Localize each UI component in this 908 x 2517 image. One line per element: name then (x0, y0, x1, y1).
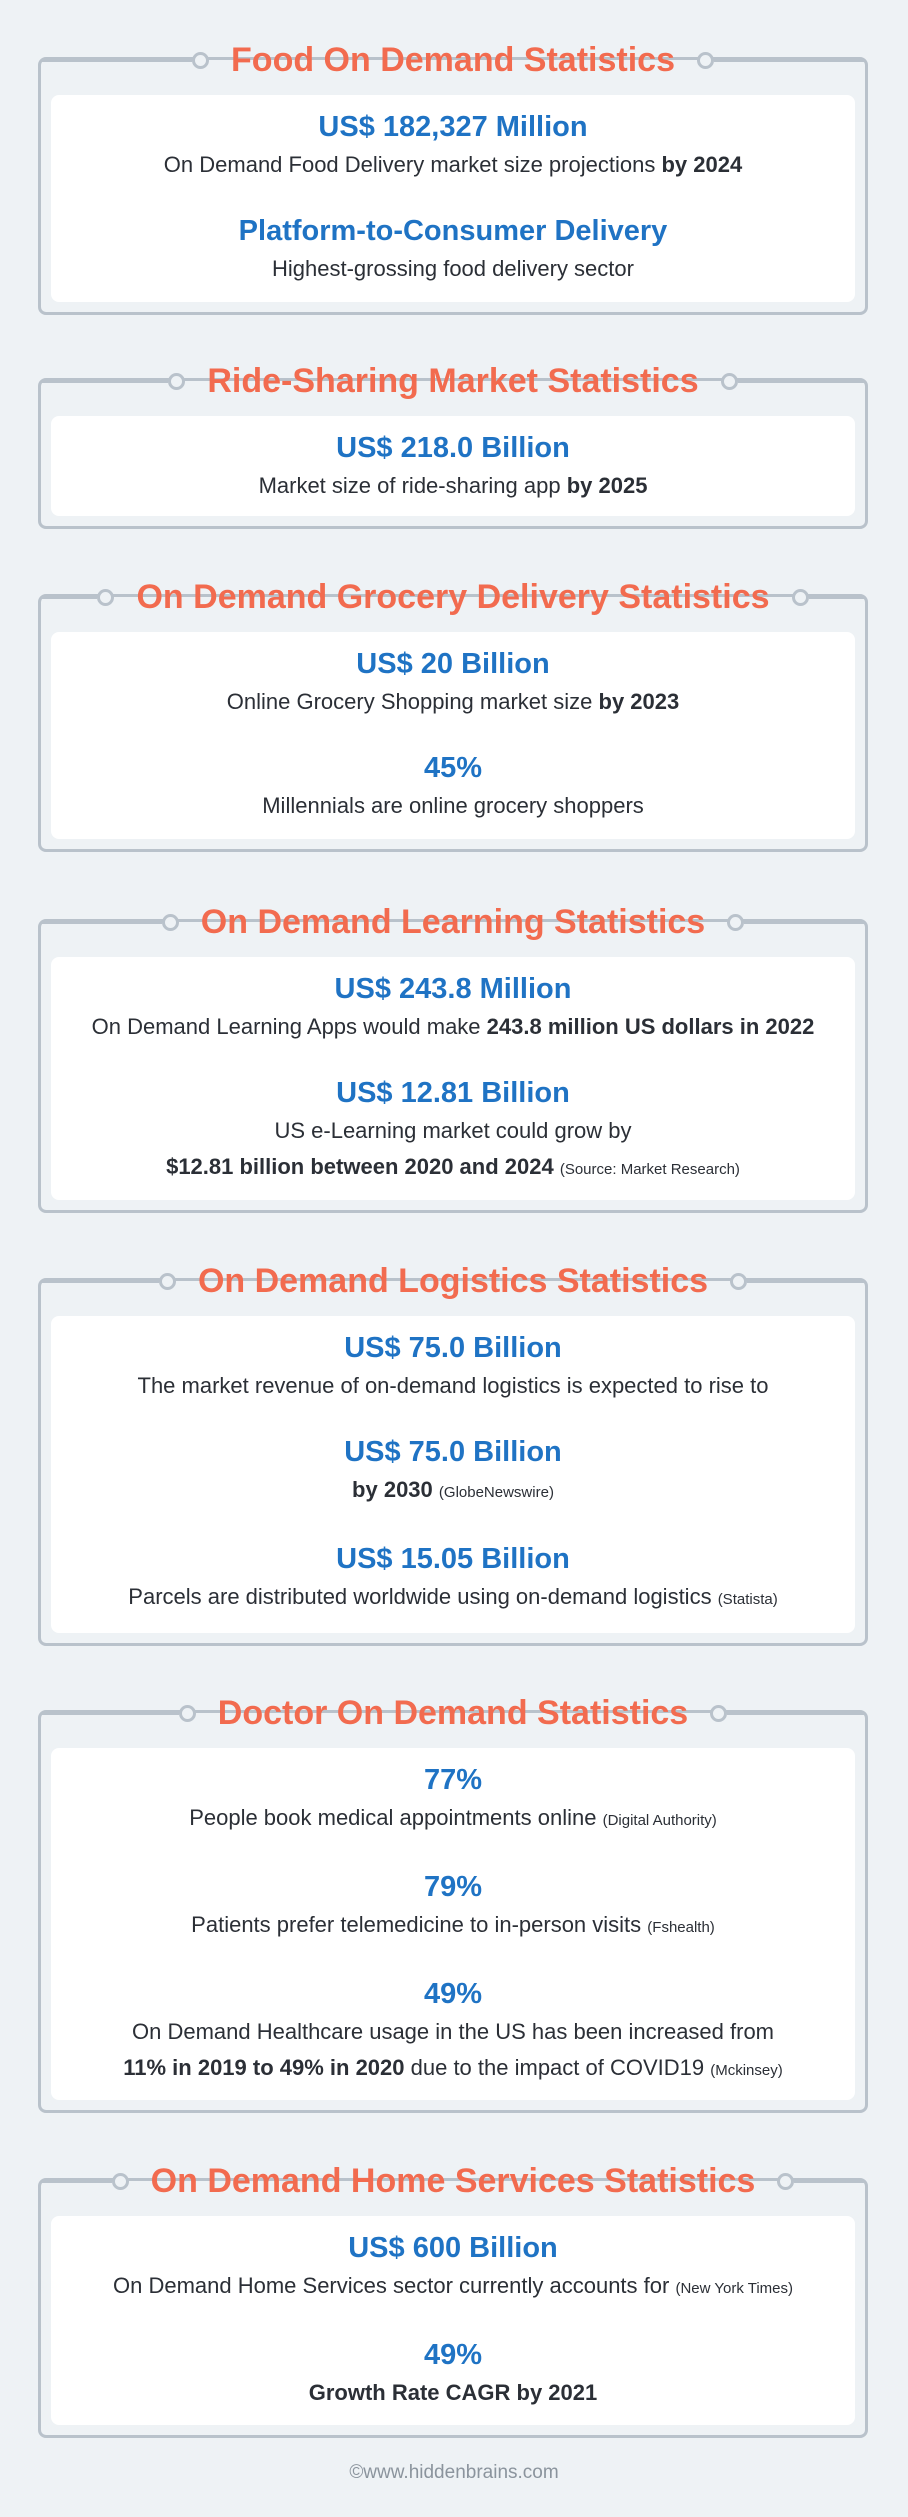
stat-item: 45% Millennials are online grocery shopp… (51, 748, 855, 824)
section-title: On Demand Logistics Statistics (197, 1261, 709, 1300)
stat-description: Online Grocery Shopping market size by 2… (226, 689, 680, 714)
footer-credit: ©www.hiddenbrains.com (349, 2462, 559, 2483)
dot-icon (178, 1704, 196, 1722)
stat-item: US$ 600 Billion On Demand Home Services … (51, 2228, 855, 2307)
stat-item: US$ 75.0 Billion by 2030 (GlobeNewswire) (51, 1432, 855, 1511)
section-header: On Demand Learning Statistics (41, 896, 866, 948)
section-title: Ride-Sharing Market Statistics (207, 361, 699, 400)
stat-description: US e-Learning market could grow by (274, 1118, 632, 1143)
stat-description: by 2030 (GlobeNewswire) (352, 1477, 554, 1502)
source-note: (New York Times) (675, 2280, 793, 2297)
stats-card: US$ 75.0 Billion The market revenue of o… (51, 1316, 855, 1633)
section-header: On Demand Logistics Statistics (41, 1255, 865, 1307)
stat-value: US$ 75.0 Billion (344, 1436, 562, 1468)
stat-item: 49% On Demand Healthcare usage in the US… (51, 1974, 855, 2089)
stat-value: Platform-to-Consumer Delivery (238, 215, 668, 247)
source-note: (GlobeNewswire) (438, 1484, 554, 1501)
stat-description: On Demand Healthcare usage in the US has… (131, 2019, 775, 2044)
dot-icon (97, 588, 115, 606)
stat-description: Highest-grossing food delivery sector (272, 256, 634, 281)
section-title: Food On Demand Statistics (231, 40, 675, 79)
logistics-section: On Demand Logistics Statistics US$ 75.0 … (38, 1262, 868, 1646)
stat-description: 11% in 2019 to 49% in 2020 due to the im… (123, 2055, 783, 2080)
stat-description: On Demand Learning Apps would make 243.8… (91, 1014, 815, 1039)
section-title: On Demand Grocery Delivery Statistics (136, 577, 770, 616)
stat-item: US$ 15.05 Billion Parcels are distribute… (51, 1539, 855, 1618)
section-header: On Demand Grocery Delivery Statistics (41, 571, 866, 623)
stat-value: US$ 75.0 Billion (344, 1332, 562, 1364)
dot-icon (696, 51, 714, 69)
source-note: (Statista) (717, 1591, 778, 1608)
stat-item: US$ 20 Billion Online Grocery Shopping m… (51, 644, 855, 720)
stats-card: US$ 182,327 Million On Demand Food Deliv… (51, 95, 855, 302)
stat-description: Market size of ride-sharing app by 2025 (258, 473, 648, 498)
stat-value: US$ 182,327 Million (318, 111, 588, 143)
stat-value: US$ 218.0 Billion (336, 432, 570, 464)
section-title: Doctor On Demand Statistics (217, 1693, 689, 1732)
stats-card: US$ 20 Billion Online Grocery Shopping m… (51, 632, 855, 839)
source-note: (Source: Market Research) (559, 1161, 740, 1178)
stat-item: US$ 182,327 Million On Demand Food Deliv… (51, 107, 855, 183)
stat-description: $12.81 billion between 2020 and 2024 (So… (166, 1154, 740, 1179)
stat-value: US$ 600 Billion (348, 2232, 558, 2264)
food-section: Food On Demand Statistics US$ 182,327 Mi… (38, 41, 868, 315)
dot-icon (791, 588, 809, 606)
stats-card: 77% People book medical appointments onl… (51, 1748, 855, 2100)
dot-icon (168, 372, 186, 390)
dot-icon (727, 913, 745, 931)
stats-card: US$ 243.8 Million On Demand Learning App… (51, 957, 855, 1200)
stat-value: US$ 12.81 Billion (336, 1077, 570, 1109)
section-title: On Demand Learning Statistics (200, 902, 706, 941)
stat-item: US$ 218.0 Billion Market size of ride-sh… (51, 428, 855, 504)
stat-description: Parcels are distributed worldwide using … (128, 1584, 778, 1609)
stat-value: US$ 243.8 Million (334, 973, 572, 1005)
stat-description: On Demand Home Services sector currently… (113, 2273, 793, 2298)
dot-icon (192, 51, 210, 69)
dot-icon (161, 913, 179, 931)
stat-description: Growth Rate CAGR by 2021 (308, 2380, 598, 2405)
source-note: (Digital Authority) (602, 1812, 717, 1829)
stat-value: US$ 15.05 Billion (336, 1543, 570, 1575)
source-note: (Mckinsey) (710, 2062, 783, 2079)
stat-description: People book medical appointments online … (189, 1805, 717, 1830)
stat-value: 79% (423, 1871, 483, 1903)
section-header: Food On Demand Statistics (41, 34, 866, 86)
ride-sharing-section: Ride-Sharing Market Statistics US$ 218.0… (38, 362, 868, 529)
dot-icon (777, 2172, 795, 2190)
stat-description: Patients prefer telemedicine to in-perso… (191, 1912, 715, 1937)
stat-description: The market revenue of on-demand logistic… (137, 1373, 769, 1398)
stat-value: 45% (423, 752, 483, 784)
learning-section: On Demand Learning Statistics US$ 243.8 … (38, 903, 868, 1213)
dot-icon (730, 1272, 748, 1290)
stat-value: 77% (423, 1764, 483, 1796)
section-header: Ride-Sharing Market Statistics (41, 355, 865, 407)
section-header: On Demand Home Services Statistics (41, 2155, 865, 2207)
stat-item: Platform-to-Consumer Delivery Highest-gr… (51, 211, 855, 287)
stat-item: 79% Patients prefer telemedicine to in-p… (51, 1867, 855, 1946)
stats-card: US$ 600 Billion On Demand Home Services … (51, 2216, 855, 2425)
stat-value: 49% (423, 1978, 483, 2010)
stat-item: US$ 75.0 Billion The market revenue of o… (51, 1328, 855, 1404)
doctor-section: Doctor On Demand Statistics 77% People b… (38, 1694, 868, 2113)
dot-icon (111, 2172, 129, 2190)
section-header: Doctor On Demand Statistics (41, 1687, 866, 1739)
source-note: (Fshealth) (647, 1919, 715, 1936)
section-title: On Demand Home Services Statistics (150, 2161, 756, 2200)
stats-card: US$ 218.0 Billion Market size of ride-sh… (51, 416, 855, 516)
stat-description: Millennials are online grocery shoppers (262, 793, 644, 818)
dot-icon (710, 1704, 728, 1722)
stat-item: US$ 243.8 Million On Demand Learning App… (51, 969, 855, 1045)
stat-value: US$ 20 Billion (356, 648, 550, 680)
stat-item: 77% People book medical appointments onl… (51, 1760, 855, 1839)
stat-item: 49% Growth Rate CAGR by 2021 (51, 2335, 855, 2411)
home-services-section: On Demand Home Services Statistics US$ 6… (38, 2162, 868, 2438)
stat-description: On Demand Food Delivery market size proj… (163, 152, 743, 177)
dot-icon (720, 372, 738, 390)
dot-icon (158, 1272, 176, 1290)
stat-value: 49% (423, 2339, 483, 2371)
grocery-section: On Demand Grocery Delivery Statistics US… (38, 578, 868, 852)
stat-item: US$ 12.81 Billion US e-Learning market c… (51, 1073, 855, 1188)
